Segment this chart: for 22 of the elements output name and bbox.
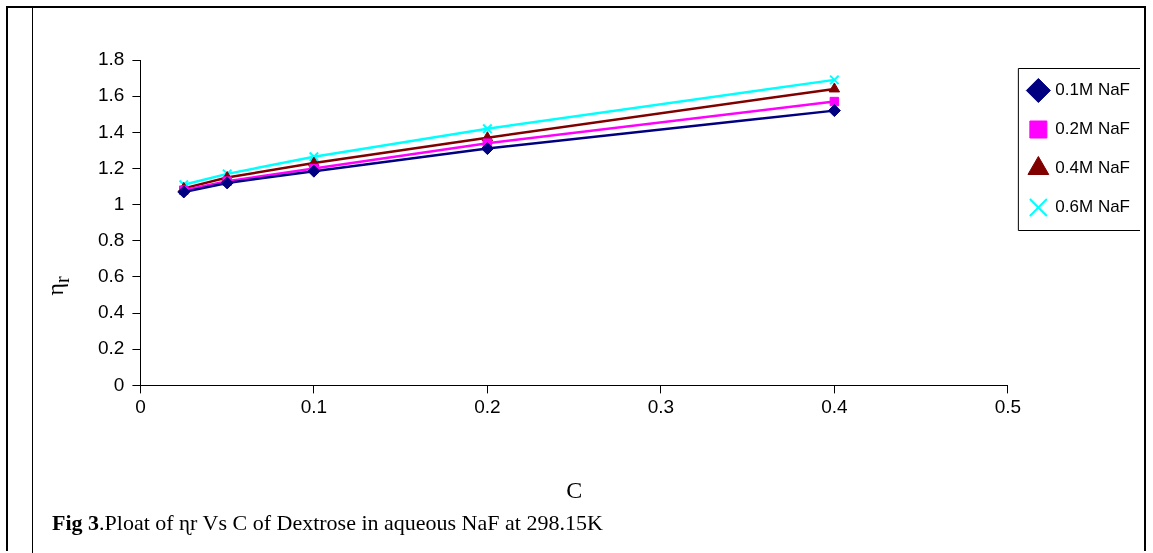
x-tick-label: 0.5 <box>994 396 1022 418</box>
y-tick-label: 1.8 <box>97 48 125 70</box>
y-tick-label: 1.4 <box>97 120 125 142</box>
x-tick-label: 0.1 <box>300 396 328 418</box>
x-tick-label: 0.2 <box>474 396 501 418</box>
legend-label: 0.6M NaF <box>1055 197 1131 217</box>
x-tick-label: 0.4 <box>821 396 849 418</box>
y-tick-label: 0.8 <box>97 229 125 251</box>
y-tick-label: 0.4 <box>97 301 125 323</box>
y-tick-label: 0.2 <box>97 337 125 359</box>
legend-label: 0.2M NaF <box>1055 119 1131 139</box>
x-tick-label: 0 <box>135 396 146 418</box>
y-tick-label: 0.6 <box>97 265 125 287</box>
x-axis-title: C <box>566 476 583 503</box>
x-tick-label: 0.3 <box>647 396 675 418</box>
y-tick-label: 1.6 <box>97 84 125 106</box>
legend-label: 0.4M NaF <box>1055 158 1131 178</box>
y-tick-label: 0 <box>113 373 125 395</box>
y-tick-label: 1 <box>113 192 125 214</box>
y-tick-label: 1.2 <box>97 156 125 178</box>
legend-label: 0.1M NaF <box>1055 80 1131 100</box>
caption: Fig 3.Ploat of ɳr Vs C of Dextrose in aqueous NaF at 298.15K <box>52 510 603 536</box>
